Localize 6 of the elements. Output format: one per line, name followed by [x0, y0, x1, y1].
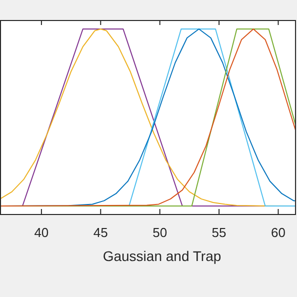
x-tick-label: 45	[93, 225, 108, 240]
x-tick-label: 60	[271, 225, 286, 240]
x-tick-label: 50	[152, 225, 168, 240]
x-tick-label: 40	[34, 225, 49, 240]
x-tick-label: 55	[212, 225, 226, 240]
x-axis-title: Gaussian and Trap	[102, 248, 222, 264]
